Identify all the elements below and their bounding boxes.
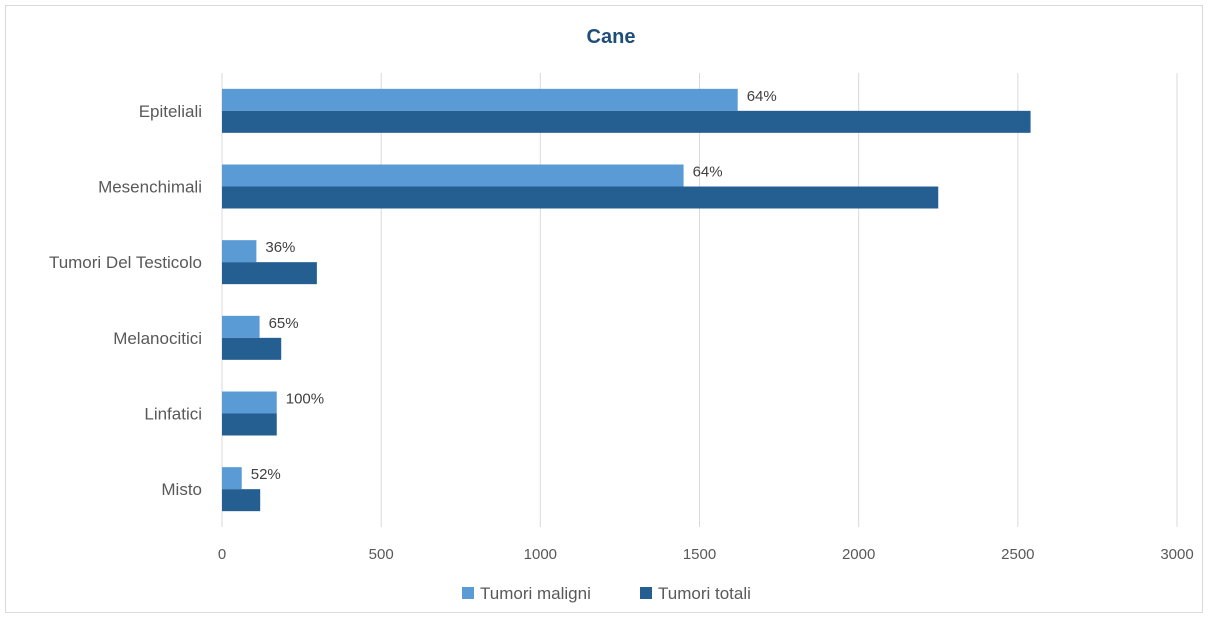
data-label: 64% — [693, 164, 723, 181]
x-tick-label: 0 — [218, 546, 226, 563]
category-labels: Epiteliali Mesenchimali Tumori Del Testico… — [49, 102, 202, 499]
category-label: Linfatici — [144, 405, 202, 424]
category-label: Epiteliali — [139, 102, 202, 121]
category-label: Melanocitici — [113, 329, 202, 348]
bar-tumori-maligni — [222, 88, 738, 111]
bar-tumori-maligni — [222, 240, 257, 263]
data-label: 100% — [286, 391, 324, 408]
x-axis-tick-labels: 0 500 1000 1500 2000 2500 3000 — [218, 546, 1194, 563]
x-tick-label: 2000 — [842, 546, 875, 563]
data-labels: 64% 64% 36% 65% 100% 52% — [251, 88, 777, 483]
bar-tumori-totali — [222, 186, 939, 209]
legend: Tumori maligni Tumori totali — [462, 584, 751, 603]
category-label: Tumori Del Testicolo — [49, 253, 202, 272]
bar-tumori-totali — [222, 413, 277, 436]
bar-tumori-totali — [222, 110, 1031, 133]
legend-swatch — [462, 587, 474, 599]
bar-tumori-totali — [222, 262, 317, 285]
bar-tumori-maligni — [222, 391, 277, 414]
x-tick-label: 2500 — [1001, 546, 1034, 563]
category-label: Misto — [161, 480, 202, 499]
bar-tumori-maligni — [222, 467, 242, 490]
gridlines — [221, 73, 1178, 527]
data-label: 52% — [251, 466, 281, 483]
data-label: 65% — [269, 315, 299, 332]
data-label: 36% — [265, 239, 295, 256]
bar-tumori-totali — [222, 489, 261, 512]
data-label: 64% — [747, 88, 777, 105]
bar-tumori-totali — [222, 337, 282, 360]
x-tick-label: 500 — [369, 546, 394, 563]
legend-label: Tumori maligni — [480, 584, 591, 603]
x-tick-label: 1000 — [524, 546, 557, 563]
bar-tumori-maligni — [222, 315, 260, 338]
chart-title: Cane — [587, 26, 636, 48]
x-tick-label: 1500 — [683, 546, 716, 563]
bars — [222, 88, 1031, 512]
legend-swatch — [640, 587, 652, 599]
x-tick-label: 3000 — [1160, 546, 1193, 563]
category-label: Mesenchimali — [98, 178, 202, 197]
legend-label: Tumori totali — [658, 584, 751, 603]
bar-tumori-maligni — [222, 164, 684, 187]
